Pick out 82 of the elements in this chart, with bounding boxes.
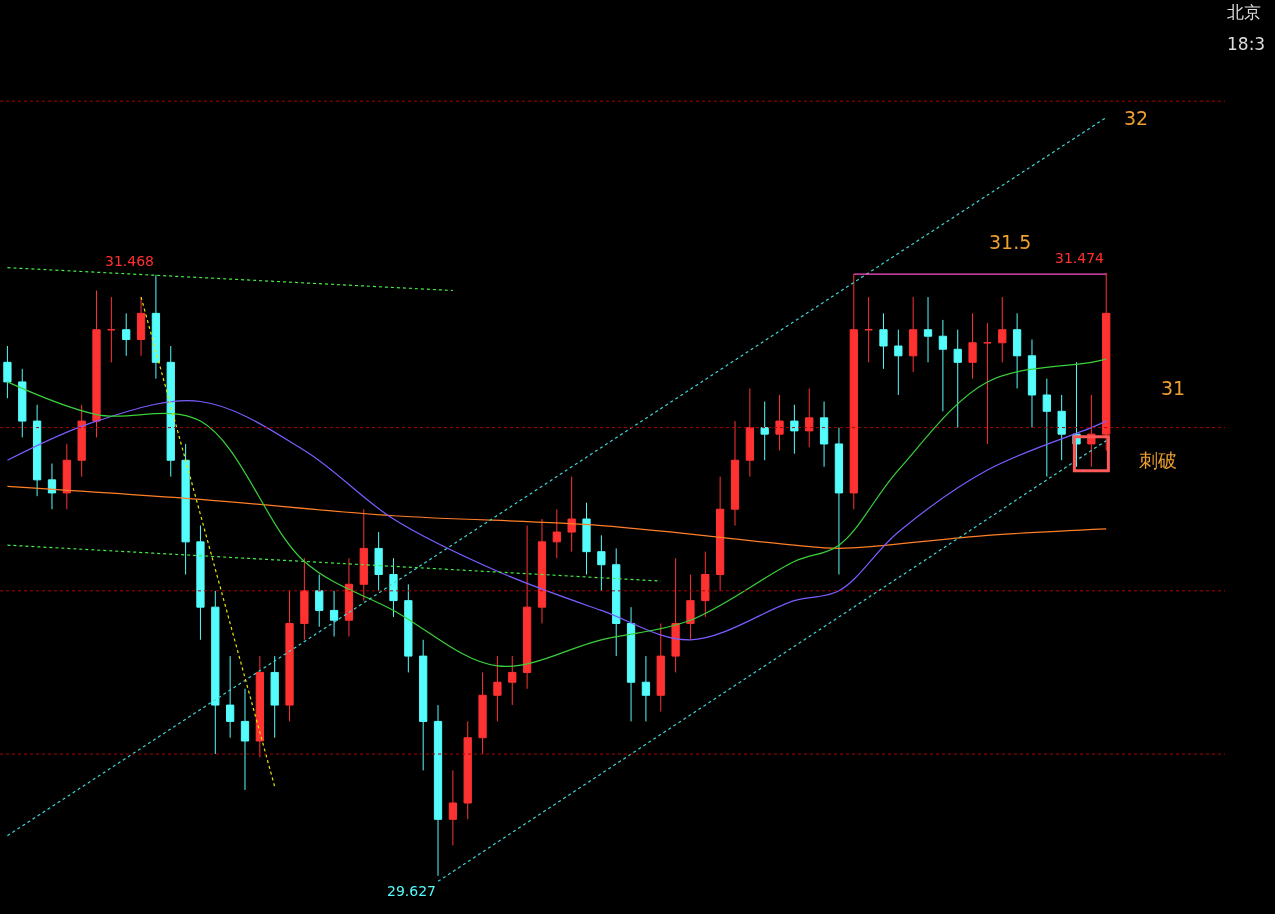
candlestick xyxy=(270,655,279,739)
candlestick xyxy=(790,404,799,455)
candlestick xyxy=(77,404,86,478)
candlestick xyxy=(300,557,309,641)
candlestick xyxy=(671,557,680,673)
text: 31 xyxy=(1161,377,1186,399)
candlestick xyxy=(641,655,651,722)
candlestick xyxy=(983,322,992,445)
candlestick xyxy=(448,769,458,846)
candlestick xyxy=(3,345,12,399)
candlestick xyxy=(404,583,413,673)
candlestick xyxy=(819,401,829,468)
candlestick xyxy=(359,508,368,602)
candlestick xyxy=(107,296,116,363)
candlestick xyxy=(760,401,769,461)
candlestick xyxy=(968,312,977,380)
candlestick xyxy=(1057,394,1066,461)
candlestick xyxy=(240,688,250,791)
candlestick xyxy=(552,508,561,559)
candlestick xyxy=(463,720,472,820)
candlestick xyxy=(196,525,205,641)
candlestick xyxy=(656,622,665,713)
candlestick xyxy=(151,274,161,380)
candlestick xyxy=(864,296,873,363)
candlestick xyxy=(92,290,101,438)
candlestick xyxy=(522,525,532,690)
candlestick xyxy=(537,518,547,624)
candlestick xyxy=(879,312,888,370)
candlestick xyxy=(567,476,576,553)
candlestick xyxy=(582,502,591,576)
text: 北京 xyxy=(1227,2,1261,22)
candlestick xyxy=(344,557,354,638)
candlestick xyxy=(47,463,57,510)
candlestick xyxy=(285,590,294,722)
candlestick xyxy=(136,296,146,357)
candlestick xyxy=(849,273,858,510)
candlestick xyxy=(686,574,695,641)
candlestick xyxy=(938,319,948,412)
candlestick xyxy=(62,443,71,510)
candlestick xyxy=(18,368,27,438)
candlestick xyxy=(329,590,339,638)
candlestick xyxy=(211,590,220,755)
candlestick xyxy=(315,574,324,628)
candlestick xyxy=(493,655,502,722)
candlestick xyxy=(775,394,784,451)
candlestick xyxy=(701,551,710,618)
annotation: 29.627 xyxy=(387,883,436,899)
candlestick xyxy=(597,534,606,592)
text: 32 xyxy=(1124,107,1149,129)
candlestick xyxy=(998,296,1007,363)
candlestick xyxy=(508,655,517,706)
candlestick xyxy=(953,329,962,429)
candlestick xyxy=(255,655,264,758)
candlestick xyxy=(419,639,428,771)
candlestick xyxy=(834,427,844,576)
candlestick xyxy=(1027,338,1037,429)
candlestick xyxy=(166,345,175,478)
candlestick xyxy=(923,296,933,363)
candlestick xyxy=(805,387,814,448)
text: 刺破 xyxy=(1139,449,1177,471)
candlestick xyxy=(612,547,621,657)
annotation: 31.468 xyxy=(105,253,154,269)
candlestick xyxy=(894,329,903,396)
candlestick xyxy=(626,606,636,722)
candlestick xyxy=(389,557,398,618)
candlestick xyxy=(433,704,443,877)
candlestick xyxy=(909,296,918,373)
text: 18:3 xyxy=(1227,34,1266,54)
annotation: 31.5 xyxy=(989,231,1032,253)
candlestick xyxy=(374,531,383,592)
candlestick xyxy=(32,404,42,497)
candlestick xyxy=(730,420,740,527)
candlestick xyxy=(122,312,131,357)
candlestick xyxy=(1042,378,1051,478)
candlestick xyxy=(226,655,235,739)
candlestick xyxy=(1012,312,1022,389)
annotation: 31.474 xyxy=(1055,250,1105,266)
candlestick xyxy=(745,387,754,478)
candlestick xyxy=(478,671,487,755)
candlestick xyxy=(716,476,725,592)
candlestick xyxy=(1102,272,1111,451)
candlestick xyxy=(181,443,190,576)
